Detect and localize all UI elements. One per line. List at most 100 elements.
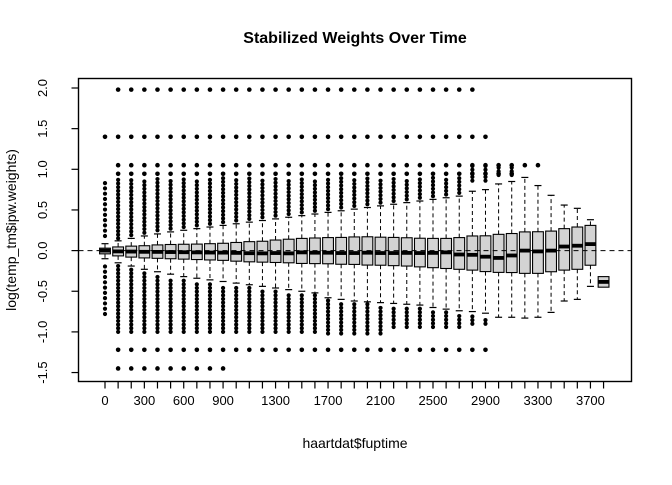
outlier-dot — [273, 198, 278, 204]
outlier-dot — [391, 87, 396, 92]
outlier-dot — [417, 347, 423, 353]
outlier-dot — [365, 191, 370, 196]
outlier-dot — [234, 296, 239, 302]
outlier-dot — [102, 186, 108, 191]
median-line — [191, 250, 203, 255]
outlier-dot — [168, 366, 173, 371]
y-tick-label: 0.0 — [35, 242, 50, 260]
outlier-dot — [325, 203, 331, 208]
outlier-dot — [116, 199, 121, 204]
outlier-dot — [181, 289, 186, 294]
outlier-dot — [299, 304, 304, 309]
outlier-dot — [299, 315, 304, 320]
outlier-dot — [299, 199, 304, 204]
outlier-dot — [220, 212, 226, 217]
outlier-dot — [391, 191, 396, 196]
outlier-dot — [234, 200, 239, 205]
outlier-dot — [299, 300, 304, 305]
outlier-dot — [102, 306, 108, 311]
outlier-dot — [273, 202, 278, 207]
outlier-dot — [247, 315, 252, 320]
median-line — [362, 250, 373, 255]
outlier-dot — [102, 280, 108, 285]
outlier-dot — [417, 321, 422, 326]
outlier-dot — [168, 215, 173, 220]
outlier-dot — [325, 320, 331, 325]
outlier-dot — [220, 366, 226, 371]
outlier-dot — [102, 191, 108, 196]
outlier-dot — [220, 318, 226, 324]
outlier-dot — [378, 347, 383, 353]
outlier-dot — [181, 213, 186, 219]
outlier-dot — [325, 134, 331, 140]
outlier-dot — [102, 274, 108, 280]
outlier-dot — [116, 225, 121, 230]
outlier-dot — [378, 320, 383, 325]
outlier-dot — [444, 188, 449, 193]
outlier-dot — [116, 304, 121, 309]
outlier-dot — [286, 300, 291, 305]
x-tick-label: 2100 — [366, 393, 395, 408]
outlier-dot — [247, 318, 252, 324]
outlier-dot — [457, 321, 462, 326]
outlier-dot — [339, 198, 344, 203]
outlier-dot — [260, 204, 265, 209]
outlier-dot — [220, 171, 226, 177]
outlier-dot — [404, 193, 409, 198]
outlier-dot — [116, 228, 121, 234]
outlier-dot — [168, 200, 173, 206]
outlier-dot — [260, 300, 265, 305]
outlier-dot — [352, 185, 357, 190]
outlier-dot — [286, 134, 291, 140]
outlier-dot — [404, 162, 410, 168]
outlier-dot — [325, 87, 331, 92]
outlier-dot — [312, 318, 318, 324]
outlier-dot — [260, 293, 265, 298]
outlier-dot — [299, 202, 304, 208]
outlier-dot — [417, 306, 422, 311]
outlier-dot — [247, 322, 252, 327]
outlier-dot — [220, 176, 226, 181]
outlier-dot — [168, 189, 173, 195]
outlier-dot — [286, 178, 291, 184]
outlier-dot — [430, 313, 436, 319]
outlier-dot — [286, 347, 291, 353]
outlier-dot — [128, 134, 134, 140]
outlier-dot — [273, 87, 278, 92]
outlier-dot — [457, 176, 462, 181]
outlier-dot — [365, 183, 370, 189]
outlier-dot — [351, 347, 357, 353]
outlier-dot — [234, 178, 239, 183]
outlier-dot — [142, 183, 147, 188]
outlier-dot — [325, 309, 331, 314]
outlier-dot — [378, 193, 383, 198]
outlier-dot — [299, 296, 304, 302]
outlier-dot — [207, 192, 213, 197]
outlier-dot — [247, 289, 252, 294]
outlier-dot — [168, 318, 173, 324]
outlier-dot — [443, 347, 449, 353]
outlier-dot — [102, 218, 108, 223]
x-tick-label: 300 — [134, 393, 156, 408]
outlier-dot — [129, 233, 134, 238]
outlier-dot — [116, 278, 121, 283]
outlier-dot — [312, 315, 318, 320]
outlier-dot — [116, 214, 121, 219]
outlier-dot — [404, 324, 409, 330]
outlier-dot — [417, 87, 423, 92]
outlier-dot — [391, 184, 396, 189]
outlier-dot — [234, 307, 239, 313]
outlier-dot — [430, 194, 436, 199]
outlier-dot — [168, 285, 173, 291]
outlier-dot — [247, 307, 252, 313]
outlier-dot — [116, 329, 121, 334]
outlier-dot — [483, 321, 488, 326]
outlier-dot — [391, 198, 396, 204]
outlier-dot — [116, 300, 121, 305]
outlier-dot — [207, 162, 213, 168]
median-line — [414, 251, 426, 255]
outlier-dot — [273, 176, 278, 182]
outlier-dot — [470, 321, 475, 326]
outlier-dot — [194, 219, 199, 224]
outlier-dot — [365, 347, 370, 353]
